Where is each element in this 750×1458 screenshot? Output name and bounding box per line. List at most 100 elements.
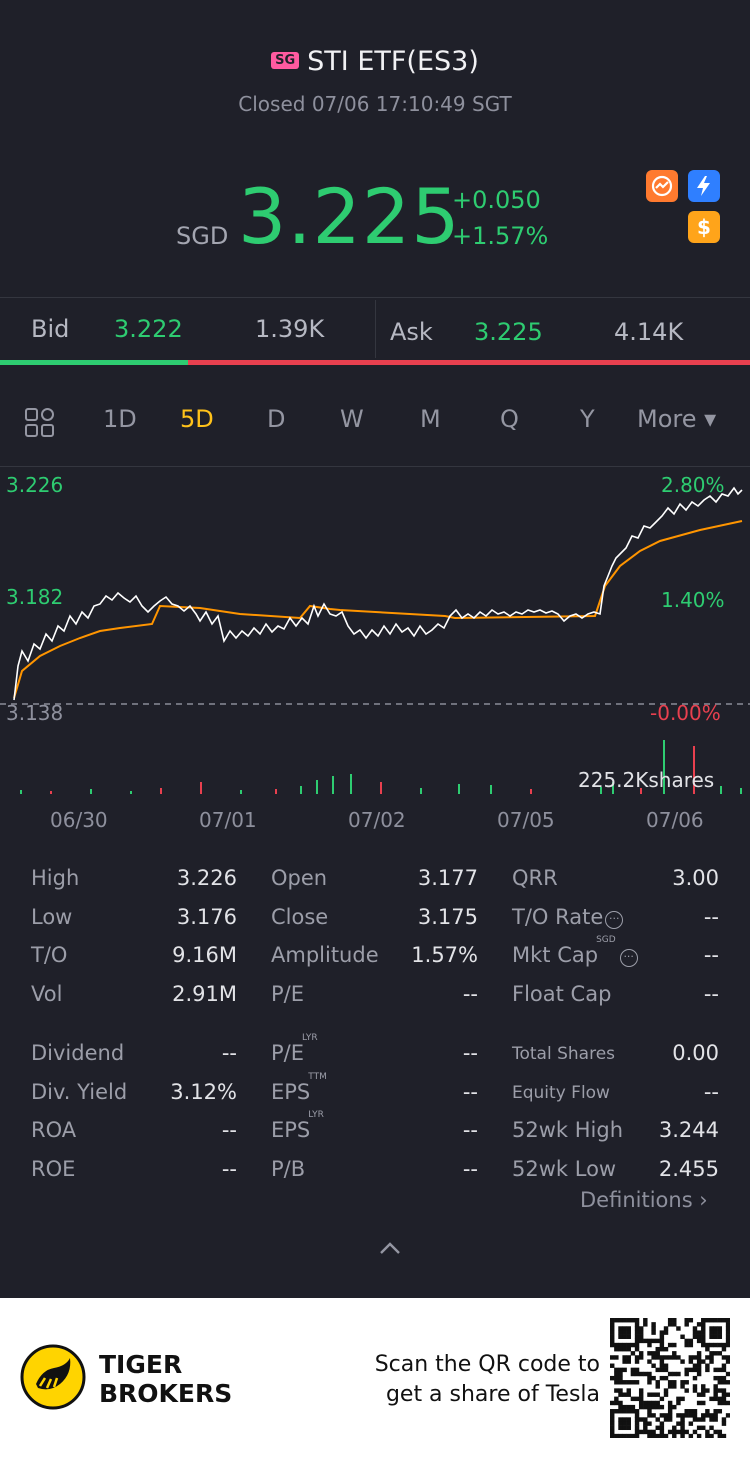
volume-bar bbox=[720, 786, 722, 794]
tab-m[interactable]: M bbox=[420, 405, 441, 433]
y-label-high: 3.226 bbox=[6, 473, 64, 497]
stat-label: Low bbox=[31, 904, 73, 929]
stat-label-suffix: TTM bbox=[308, 1071, 327, 1082]
change-pct: +1.57% bbox=[452, 222, 549, 250]
lightning-icon[interactable] bbox=[688, 170, 720, 202]
y-label-low: 3.138 bbox=[6, 701, 64, 725]
stat-value: -- bbox=[703, 904, 719, 929]
volume-label: 225.2Kshares bbox=[578, 768, 715, 792]
volume-bar bbox=[600, 787, 602, 794]
stat-value: 1.57% bbox=[411, 943, 478, 967]
market-badge: SG bbox=[271, 52, 300, 69]
volume-bar bbox=[90, 789, 92, 794]
stat-label: Equity Flow bbox=[512, 1082, 610, 1103]
volume-bar bbox=[50, 791, 52, 794]
stat-label: P/E bbox=[271, 981, 305, 1006]
x-label: 07/01 bbox=[199, 808, 257, 832]
stat-label: EPSTTM bbox=[271, 1071, 327, 1104]
ask-label: Ask bbox=[390, 318, 433, 346]
dollar-icon[interactable]: $ bbox=[688, 211, 720, 243]
stat-value: -- bbox=[221, 1156, 237, 1181]
stat-value: -- bbox=[462, 1079, 478, 1104]
y-pct-high: 2.80% bbox=[661, 473, 725, 497]
promo-footer: TIGER BROKERS Scan the QR code to get a … bbox=[0, 1298, 750, 1458]
change-abs: +0.050 bbox=[452, 186, 541, 214]
tab-w[interactable]: W bbox=[340, 405, 364, 433]
info-icon[interactable]: ··· bbox=[605, 910, 624, 929]
stat-label: Div. Yield bbox=[31, 1079, 128, 1104]
stat-label: High bbox=[31, 866, 80, 890]
security-name: STI ETF(ES3) bbox=[307, 46, 479, 77]
volume-bar bbox=[332, 776, 334, 794]
promo-line-1: Scan the QR code to bbox=[374, 1352, 600, 1377]
x-label: 07/05 bbox=[497, 808, 555, 832]
average-line bbox=[13, 520, 743, 699]
brand-name: TIGER BROKERS bbox=[99, 1350, 232, 1408]
volume-bar bbox=[300, 786, 302, 794]
stat-value: 3.175 bbox=[417, 904, 478, 929]
stat-value: -- bbox=[703, 943, 719, 967]
info-icon[interactable]: ··· bbox=[619, 949, 638, 967]
ask-price: 3.225 bbox=[474, 318, 543, 346]
volume-bar bbox=[160, 788, 162, 794]
stat-value: -- bbox=[462, 1118, 478, 1142]
tab-y[interactable]: Y bbox=[580, 405, 595, 433]
volume-bar bbox=[380, 782, 382, 794]
stat-label: Float Cap bbox=[512, 981, 612, 1006]
stat-label: 52wk Low bbox=[512, 1156, 617, 1181]
definitions-link[interactable]: Definitions › bbox=[580, 1188, 708, 1212]
stat-label: EPSLYR bbox=[271, 1110, 324, 1142]
stat-label: QRR bbox=[512, 866, 558, 890]
stat-label: P/B bbox=[271, 1156, 306, 1181]
stat-label: Open bbox=[271, 866, 328, 890]
stat-label-suffix: LYR bbox=[302, 1033, 318, 1043]
price-line bbox=[13, 486, 743, 701]
stat-label: 52wk High bbox=[512, 1118, 623, 1142]
stat-value: -- bbox=[462, 1041, 478, 1065]
currency-label: SGD bbox=[176, 222, 229, 250]
tab-d[interactable]: D bbox=[267, 405, 286, 433]
volume-bar bbox=[663, 740, 665, 794]
brand-line-2: BROKERS bbox=[99, 1379, 233, 1408]
stat-label: Mkt CapSGD··· bbox=[512, 935, 638, 967]
y-pct-mid: 1.40% bbox=[661, 588, 725, 612]
promo-line-2: get a share of Tesla bbox=[385, 1382, 600, 1407]
stat-label: T/O Rate ··· bbox=[512, 905, 624, 929]
market-status: Closed 07/06 17:10:49 SGT bbox=[238, 92, 512, 116]
stat-value: 3.12% bbox=[170, 1079, 237, 1104]
bid-price: 3.222 bbox=[114, 315, 183, 343]
stat-value: 3.226 bbox=[176, 866, 237, 890]
stat-value: 2.455 bbox=[658, 1156, 719, 1181]
chart-signal-icon[interactable] bbox=[646, 170, 678, 202]
book-divider bbox=[375, 300, 376, 358]
qr-code[interactable] bbox=[610, 1318, 730, 1438]
volume-bar bbox=[740, 788, 742, 794]
stat-value: 3.177 bbox=[417, 866, 478, 890]
volume-bars bbox=[20, 740, 742, 794]
y-label-mid: 3.182 bbox=[6, 585, 64, 609]
stat-label: P/ELYR bbox=[271, 1033, 318, 1065]
bid-label: Bid bbox=[31, 315, 70, 343]
stat-value: 2.91M bbox=[172, 981, 237, 1006]
volume-bar bbox=[458, 784, 460, 794]
tab-1d[interactable]: 1D bbox=[103, 405, 137, 433]
stat-label: Amplitude bbox=[271, 943, 379, 967]
stat-value: -- bbox=[221, 1118, 237, 1142]
chart-type-icon[interactable] bbox=[24, 407, 56, 443]
tab-q[interactable]: Q bbox=[500, 405, 519, 433]
stat-label: Vol bbox=[31, 981, 63, 1006]
stat-value: 9.16M bbox=[172, 943, 237, 967]
price-chart[interactable] bbox=[0, 466, 750, 806]
stat-label: ROA bbox=[31, 1118, 77, 1142]
volume-bar bbox=[530, 789, 532, 794]
stat-value: 3.176 bbox=[176, 904, 237, 929]
tab-more[interactable]: More ▾ bbox=[637, 405, 717, 433]
last-price: 3.225 bbox=[238, 172, 461, 261]
page-title: SG STI ETF(ES3) bbox=[0, 46, 750, 77]
tab-5d[interactable]: 5D bbox=[180, 405, 214, 433]
collapse-chevron-icon[interactable] bbox=[378, 1240, 402, 1260]
volume-bar bbox=[490, 785, 492, 794]
x-label: 07/02 bbox=[348, 808, 406, 832]
ask-size: 4.14K bbox=[614, 318, 684, 346]
volume-bar bbox=[240, 790, 242, 794]
